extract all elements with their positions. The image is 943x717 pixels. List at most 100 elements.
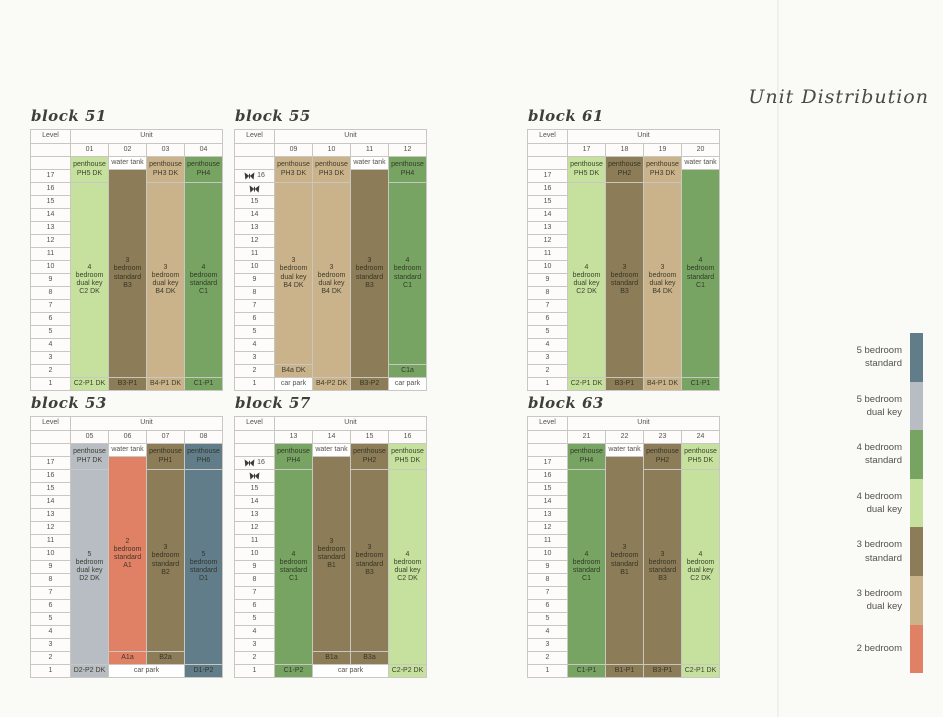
penthouse-cell: penthouse PH2: [605, 156, 644, 183]
level-cell: 8: [234, 286, 275, 300]
level-header-cell: Level: [234, 416, 275, 431]
level-cell: 16: [234, 456, 275, 470]
level-cell: 8: [527, 573, 568, 587]
penthouse-cell: penthouse PH2: [643, 443, 682, 470]
level-cell: 6: [30, 599, 71, 613]
level-cell: 4: [30, 625, 71, 639]
unit-header-cell: Unit: [273, 129, 428, 144]
block-title: block 53: [31, 394, 107, 412]
block-table: Level Unit 13 14 15 16 penthouse PH4 water tank…: [234, 416, 428, 678]
unit-body-cell: 3 bedroom dual key B4 DK: [312, 182, 351, 378]
penthouse-cell: penthouse PH4: [387, 156, 428, 183]
legend-label: 3 bedroom standard: [856, 539, 902, 564]
unit-number-cell: 12: [387, 143, 428, 157]
level1-cell: C2-P1 DK: [567, 377, 606, 391]
unit-number-cell: 24: [680, 430, 721, 444]
block-table: Level Unit 21 22 23 24 penthouse PH4 water tank…: [527, 416, 721, 678]
level1-cell: B3-P1: [108, 377, 147, 391]
unit-header-cell: Unit: [566, 416, 721, 431]
unit-number-cell: 08: [183, 430, 224, 444]
water-tank-cell: water tank: [108, 156, 147, 170]
level-cell: 16: [30, 182, 71, 196]
carpark-cell: car park: [274, 377, 313, 391]
unit-number-cell: 04: [183, 143, 224, 157]
penthouse-cell: penthouse PH3 DK: [274, 156, 313, 183]
block-block-63: block 63 Level Unit 21 22 23 24 penthouse PH4 wa…: [527, 394, 721, 678]
level1-cell: D1-P2: [183, 664, 224, 678]
level-cell: 11: [234, 534, 275, 548]
unit-body-cell: 5 bedroom standard D1: [183, 469, 224, 665]
legend-swatch-4bs: [910, 430, 923, 479]
unit-body-cell: 3 bedroom dual key B4 DK: [643, 182, 682, 378]
level-cell: 1: [30, 664, 71, 678]
level-cell: 5: [527, 325, 568, 339]
level1-cell: C2-P2 DK: [387, 664, 428, 678]
water-tank-cell: water tank: [680, 156, 721, 170]
level-cell: 3: [234, 351, 275, 365]
level-cell: [527, 443, 568, 457]
level-cell: [30, 430, 71, 444]
level-cell: 4: [234, 338, 275, 352]
carpark-cell: car park: [387, 377, 428, 391]
block-title: block 55: [235, 107, 311, 125]
unit-body-cell: 3 bedroom standard B3: [643, 469, 682, 665]
water-tank-cell: water tank: [108, 443, 147, 457]
level-cell: 2: [527, 364, 568, 378]
level-cell: 17: [30, 456, 71, 470]
level-cell: 10: [30, 260, 71, 274]
level-cell: 15: [527, 482, 568, 496]
level-cell: 5: [30, 612, 71, 626]
unit-body-cell: 5 bedroom dual key D2 DK: [70, 469, 109, 665]
butterfly-icon: [244, 172, 255, 180]
level-cell: 17: [30, 169, 71, 183]
unit-body-cell: 3 bedroom dual key B4 DK: [274, 182, 313, 365]
level-cell: 11: [30, 247, 71, 261]
block-title: block 57: [235, 394, 311, 412]
penthouse-cell: penthouse PH2: [350, 443, 389, 470]
unit-body-cell: 3 bedroom standard B2: [146, 469, 185, 652]
carpark-cell: car park: [312, 664, 389, 678]
level-cell: 15: [234, 482, 275, 496]
level-cell: 12: [527, 234, 568, 248]
unit-number-cell: 22: [605, 430, 644, 444]
unit-body-cell: 3 bedroom standard B3: [605, 182, 644, 378]
penthouse-cell: penthouse PH5 DK: [387, 443, 428, 470]
unit-body-cell: 4 bedroom dual key C2 DK: [567, 182, 606, 378]
unit-number-cell: 13: [274, 430, 313, 444]
unit-number-cell: 18: [605, 143, 644, 157]
level-cell: 5: [527, 612, 568, 626]
unit-header-cell: Unit: [69, 416, 224, 431]
unit-body-cell: 4 bedroom standard C1: [183, 182, 224, 378]
level-cell: 3: [30, 638, 71, 652]
level-cell: 9: [527, 273, 568, 287]
level-cell: [234, 143, 275, 157]
level-cell: 14: [30, 208, 71, 222]
block-table: Level Unit 05 06 07 08 penthouse PH7 DK water t…: [30, 416, 224, 678]
unit-number-cell: 06: [108, 430, 147, 444]
level-cell: 3: [527, 351, 568, 365]
level-cell: 14: [234, 208, 275, 222]
level-cell: 15: [30, 482, 71, 496]
penthouse-cell: penthouse PH5 DK: [70, 156, 109, 183]
level-cell: 6: [527, 312, 568, 326]
level-cell: [234, 469, 275, 483]
level-cell: 1: [527, 377, 568, 391]
legend-label: 5 bedroom dual key: [856, 393, 902, 418]
level-cell: 8: [234, 573, 275, 587]
legend-label: 4 bedroom dual key: [856, 490, 902, 516]
penthouse-cell: penthouse PH5 DK: [680, 443, 721, 470]
level-cell: 16: [234, 169, 275, 183]
unit-body-cell: 4 bedroom standard C1: [274, 469, 313, 665]
unit-number-cell: 15: [350, 430, 389, 444]
legend-color-bar: [910, 333, 923, 674]
level-cell: 16: [30, 469, 71, 483]
level-cell: 11: [527, 534, 568, 548]
level-header-cell: Level: [30, 416, 71, 431]
level-cell: 10: [234, 260, 275, 274]
level-cell: [527, 143, 568, 157]
level-cell: [234, 182, 275, 196]
unit-number-cell: 10: [312, 143, 351, 157]
water-tank-cell: water tank: [312, 443, 351, 457]
unit-number-cell: 19: [643, 143, 682, 157]
